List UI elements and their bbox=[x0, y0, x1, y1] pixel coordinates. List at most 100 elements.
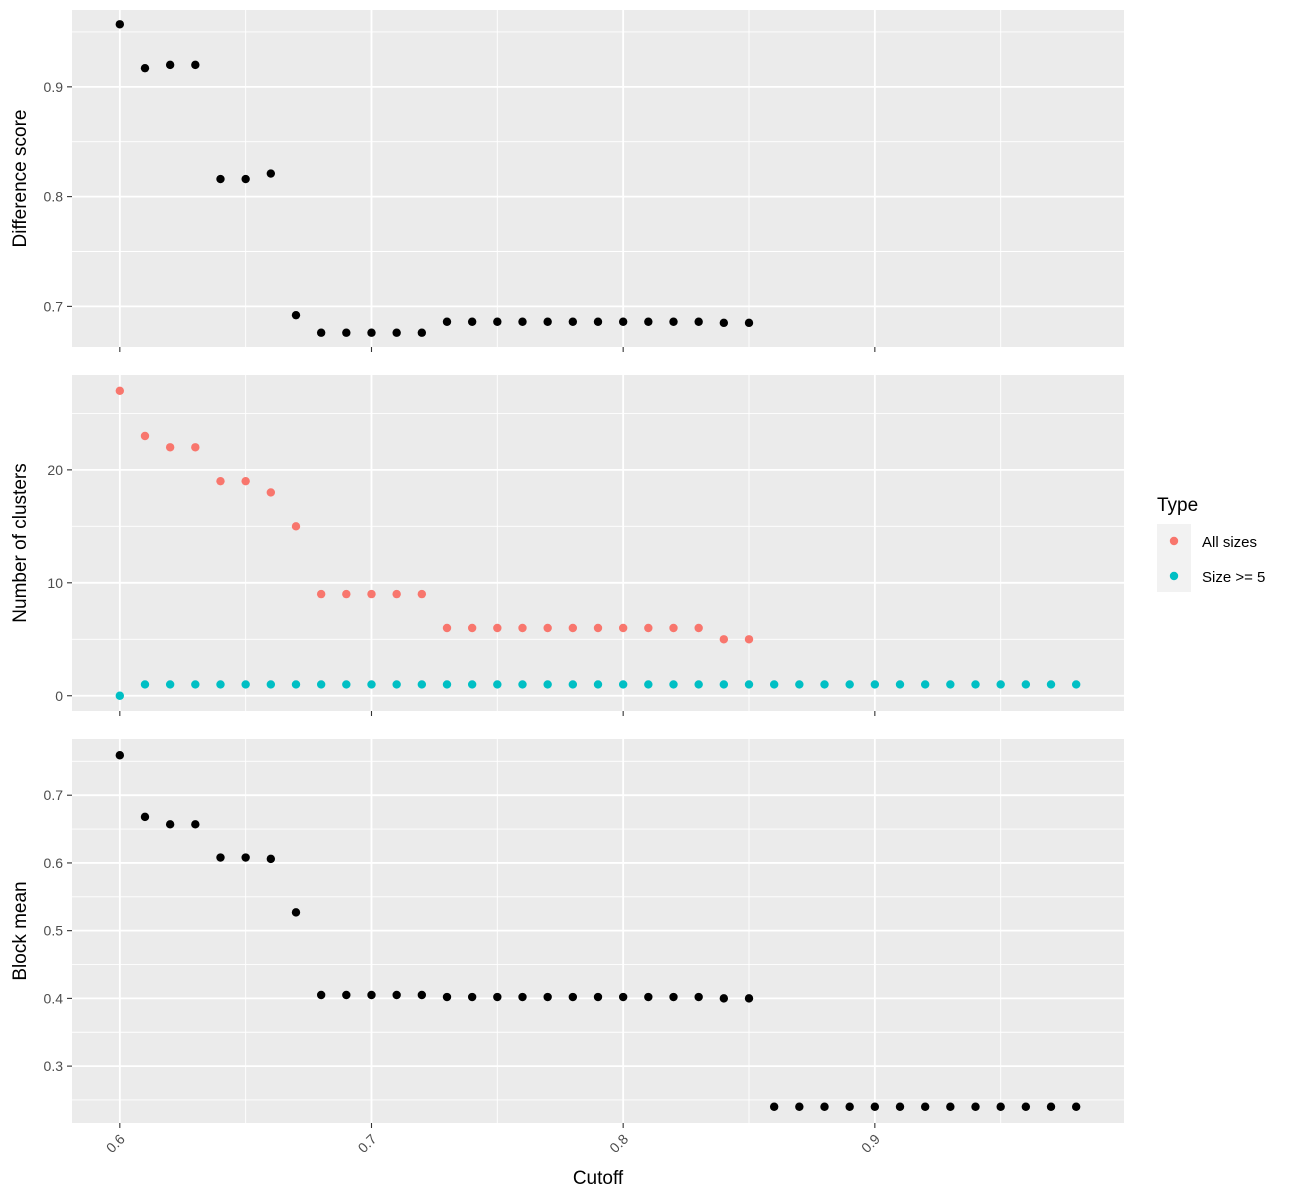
data-point bbox=[392, 589, 401, 599]
data-point bbox=[1046, 1102, 1056, 1111]
data-point bbox=[618, 992, 628, 1002]
data-point bbox=[467, 317, 477, 326]
panel-background bbox=[72, 10, 1124, 347]
data-point bbox=[769, 680, 779, 689]
series-1 bbox=[115, 20, 754, 337]
y-tick-label: 0.8 bbox=[44, 189, 64, 205]
data-point bbox=[669, 623, 678, 633]
data-point bbox=[895, 680, 905, 689]
data-point bbox=[493, 992, 502, 1002]
legend-key-size-ge-5 bbox=[1169, 571, 1179, 581]
data-point bbox=[342, 328, 351, 337]
data-point bbox=[1021, 680, 1031, 689]
data-point bbox=[140, 431, 150, 441]
data-point bbox=[618, 623, 628, 633]
x-tick-label: 0.7 bbox=[355, 1131, 380, 1156]
data-point bbox=[467, 623, 477, 633]
data-point bbox=[266, 854, 276, 864]
data-point bbox=[568, 992, 578, 1002]
data-point bbox=[694, 680, 703, 689]
data-point bbox=[568, 680, 578, 689]
data-point bbox=[417, 680, 427, 689]
data-point bbox=[367, 680, 376, 689]
data-point bbox=[165, 680, 175, 689]
panel-3: 0.3 0.4 0.5 0.6 0.7 Block mean bbox=[10, 739, 1124, 1128]
series-2 bbox=[115, 680, 1081, 700]
data-point bbox=[493, 680, 502, 689]
data-point bbox=[392, 990, 401, 1000]
y-tick-label: 0.7 bbox=[44, 787, 64, 803]
data-point bbox=[845, 680, 854, 689]
data-point bbox=[618, 680, 628, 689]
data-point bbox=[946, 680, 955, 689]
y-tick-label: 0.4 bbox=[44, 990, 64, 1006]
data-point bbox=[216, 174, 225, 184]
data-point bbox=[191, 680, 200, 689]
data-point bbox=[996, 1102, 1005, 1111]
data-point bbox=[493, 317, 502, 326]
data-point bbox=[165, 443, 175, 452]
data-point bbox=[593, 680, 603, 689]
legend-title: Type bbox=[1157, 495, 1198, 516]
data-point bbox=[669, 680, 678, 689]
data-point bbox=[316, 589, 326, 599]
data-point bbox=[694, 317, 703, 326]
x-tick-label: 0.6 bbox=[103, 1131, 128, 1156]
data-point bbox=[644, 992, 653, 1002]
data-point bbox=[971, 1102, 980, 1111]
data-point bbox=[115, 691, 125, 700]
data-point bbox=[895, 1102, 905, 1111]
data-point bbox=[316, 680, 326, 689]
data-point bbox=[417, 990, 427, 1000]
y-tick-label: 0.3 bbox=[44, 1058, 64, 1074]
legend: Type All sizes Size >= 5 bbox=[1157, 495, 1265, 592]
data-point bbox=[971, 680, 980, 689]
data-point bbox=[543, 317, 552, 326]
data-point bbox=[568, 623, 578, 633]
data-point bbox=[593, 317, 603, 326]
data-point bbox=[543, 623, 552, 633]
data-point bbox=[367, 589, 376, 599]
data-point bbox=[115, 386, 125, 396]
data-point bbox=[316, 990, 326, 1000]
data-point bbox=[1071, 1102, 1081, 1111]
data-point bbox=[216, 476, 225, 486]
data-point bbox=[795, 1102, 804, 1111]
data-point bbox=[467, 680, 477, 689]
data-point bbox=[644, 317, 653, 326]
y-axis-title: Block mean bbox=[10, 881, 31, 980]
data-point bbox=[518, 623, 527, 633]
data-point bbox=[165, 820, 175, 829]
data-point bbox=[543, 680, 552, 689]
data-point bbox=[1046, 680, 1056, 689]
data-point bbox=[870, 680, 880, 689]
data-point bbox=[669, 317, 678, 326]
data-point bbox=[719, 318, 729, 328]
panel-1: 0.7 0.8 0.9 Difference score bbox=[10, 10, 1124, 352]
data-point bbox=[694, 992, 703, 1002]
x-axis: 0.6 0.7 0.8 0.9 bbox=[103, 1131, 883, 1156]
data-point bbox=[316, 328, 326, 337]
data-point bbox=[593, 623, 603, 633]
data-point bbox=[266, 488, 276, 497]
data-point bbox=[920, 1102, 930, 1111]
data-point bbox=[291, 522, 301, 531]
data-point bbox=[744, 635, 754, 644]
y-tick-label: 0.9 bbox=[44, 79, 64, 95]
y-tick-label: 10 bbox=[47, 575, 63, 591]
data-point bbox=[417, 328, 427, 337]
data-point bbox=[795, 680, 804, 689]
x-tick-label: 0.8 bbox=[606, 1131, 631, 1156]
data-point bbox=[669, 992, 678, 1002]
data-point bbox=[920, 680, 930, 689]
x-axis-title: Cutoff bbox=[573, 1168, 624, 1189]
data-point bbox=[367, 328, 376, 337]
data-point bbox=[266, 169, 276, 178]
data-point bbox=[367, 990, 376, 1000]
data-point bbox=[467, 992, 477, 1002]
data-point bbox=[644, 623, 653, 633]
data-point bbox=[744, 680, 754, 689]
data-point bbox=[191, 443, 200, 452]
data-point bbox=[769, 1102, 779, 1111]
